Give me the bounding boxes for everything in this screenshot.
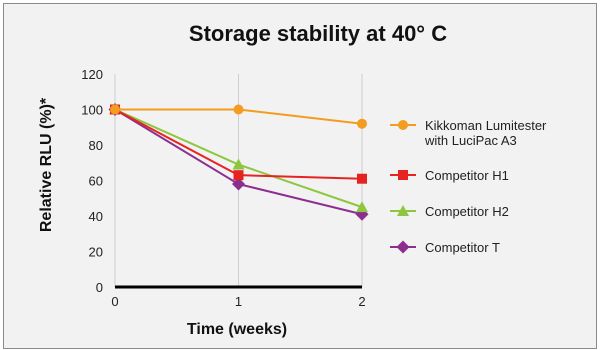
data-point-competitor-h1 [357, 173, 367, 184]
y-tick-label: 120 [81, 67, 103, 82]
chart-title: Storage stability at 40° C [189, 21, 447, 46]
legend-marker-competitor-h2 [397, 205, 409, 216]
y-tick-label: 40 [89, 209, 103, 224]
y-tick-label: 80 [89, 138, 103, 153]
data-point-kikkoman-lumitester-with-lucipac-a3 [110, 104, 120, 115]
data-point-kikkoman-lumitester-with-lucipac-a3 [233, 104, 244, 115]
legend-label-kikkoman-lumitester-with-lucipac-a3: with LuciPac A3 [424, 133, 517, 148]
x-tick-label: 2 [358, 294, 365, 309]
chart-frame: Storage stability at 40° C 0 20 40 60 80 100 1… [3, 3, 597, 349]
y-tick-label: 60 [89, 174, 103, 189]
y-tick-label: 0 [96, 280, 103, 295]
series-layer [108, 103, 369, 221]
y-axis-label: Relative RLU (%)* [38, 97, 55, 232]
data-point-kikkoman-lumitester-with-lucipac-a3 [357, 118, 367, 129]
gridlines [238, 74, 363, 287]
legend-label-kikkoman-lumitester-with-lucipac-a3: Kikkoman Lumitester [425, 118, 547, 133]
y-tick-label: 100 [81, 103, 103, 118]
storage-stability-chart: Storage stability at 40° C 0204060801001… [38, 21, 547, 338]
data-point-competitor-h2 [356, 201, 368, 213]
legend-marker-competitor-h1 [398, 170, 408, 180]
x-axis-label: Time (weeks) [187, 321, 287, 338]
axes: 0 20 40 60 80 100 120 0 1 2 [81, 67, 365, 309]
x-tick-label: 1 [235, 294, 242, 309]
data-point-competitor-t [232, 177, 245, 191]
legend-label-competitor-h1: Competitor H1 [425, 168, 509, 183]
data-point-competitor-h1 [233, 170, 244, 181]
legend-marker-kikkoman-lumitester-with-lucipac-a3 [398, 120, 408, 130]
legend-label-competitor-t: Competitor T [425, 240, 500, 255]
legend-marker-competitor-t [396, 240, 410, 254]
x-tick-label: 0 [111, 294, 118, 309]
data-point-competitor-h2 [232, 158, 245, 170]
y-tick-label: 20 [89, 245, 103, 260]
legend-label-competitor-h2: Competitor H2 [425, 204, 509, 219]
